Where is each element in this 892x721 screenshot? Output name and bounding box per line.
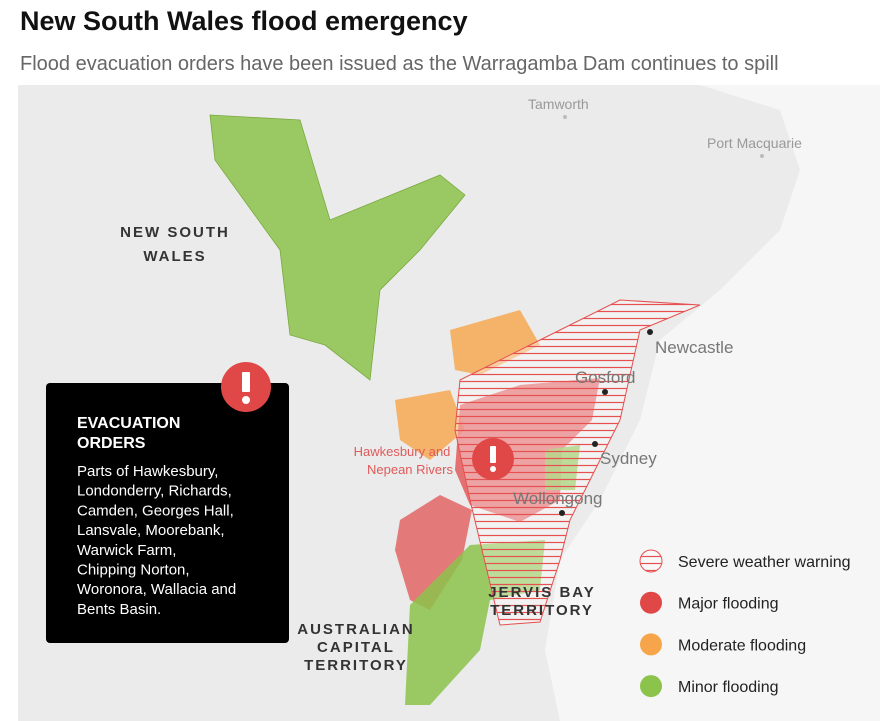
legend-label: Moderate flooding [678,637,806,654]
alert-bar [490,446,496,463]
callout-body: Chipping Norton, [77,562,190,579]
region-label: WALES [143,248,206,265]
dot [563,115,567,119]
place-label: Wollongong [513,489,602,508]
moderate-area [450,310,540,375]
sea [545,85,880,721]
place-label: Tamworth [528,96,589,112]
alert-dot [490,466,496,472]
legend: Severe weather warning Major flooding Mode… [639,549,851,698]
callout-body: Parts of Hawkesbury, [77,463,218,480]
callout-title: EVACUATION [77,415,180,432]
alert-dot [242,396,250,404]
place-label: Gosford [575,368,635,387]
callout-box [46,383,289,643]
region-label: TERRITORY [304,657,408,674]
callout-body: Camden, Georges Hall, [77,502,234,519]
legend-swatch [640,675,662,698]
dot [592,441,598,447]
subtitle: Flood evacuation orders have been issued… [20,53,779,75]
major-area [395,495,472,610]
legend-label: Minor flooding [678,679,779,696]
river-label: Nepean Rivers [367,462,453,477]
alert-icon [472,438,514,480]
dot [647,329,653,335]
moderate-area [395,390,465,460]
legend-swatch [639,549,663,573]
dot [760,154,764,158]
callout-body: Woronora, Wallacia and [77,581,236,598]
minor-area [209,114,466,381]
legend-label: Major flooding [678,596,779,613]
callout-title: ORDERS [77,435,146,452]
city-dots [559,115,764,516]
river-label: Hawkesbury and [354,444,451,459]
legend-label: Severe weather warning [678,554,851,571]
callout-body: Bents Basin. [77,601,161,618]
title: New South Wales flood emergency [20,6,468,36]
callout-text: EVACUATION ORDERS Parts of Hawkesbury, Lond… [77,415,236,618]
region-label: TERRITORY [490,602,594,619]
place-label: Newcastle [655,338,733,357]
alert-icon [221,362,271,412]
alert-bar [242,372,250,392]
dot [559,510,565,516]
place-label: Port Macquarie [707,135,802,151]
callout-body: Warwick Farm, [77,542,176,559]
place-label: Sydney [600,449,657,468]
region-label: JERVIS BAY [488,584,596,601]
region-label: AUSTRALIAN [297,621,415,638]
legend-swatch [640,633,662,656]
callout-body: Londonderry, Richards, [77,483,232,500]
region-label: CAPITAL [317,639,395,656]
severe-area [454,299,701,626]
region-label: NEW SOUTH [120,224,230,241]
legend-swatch [640,591,662,614]
callout-body: Lansvale, Moorebank, [77,522,225,539]
dot [602,389,608,395]
